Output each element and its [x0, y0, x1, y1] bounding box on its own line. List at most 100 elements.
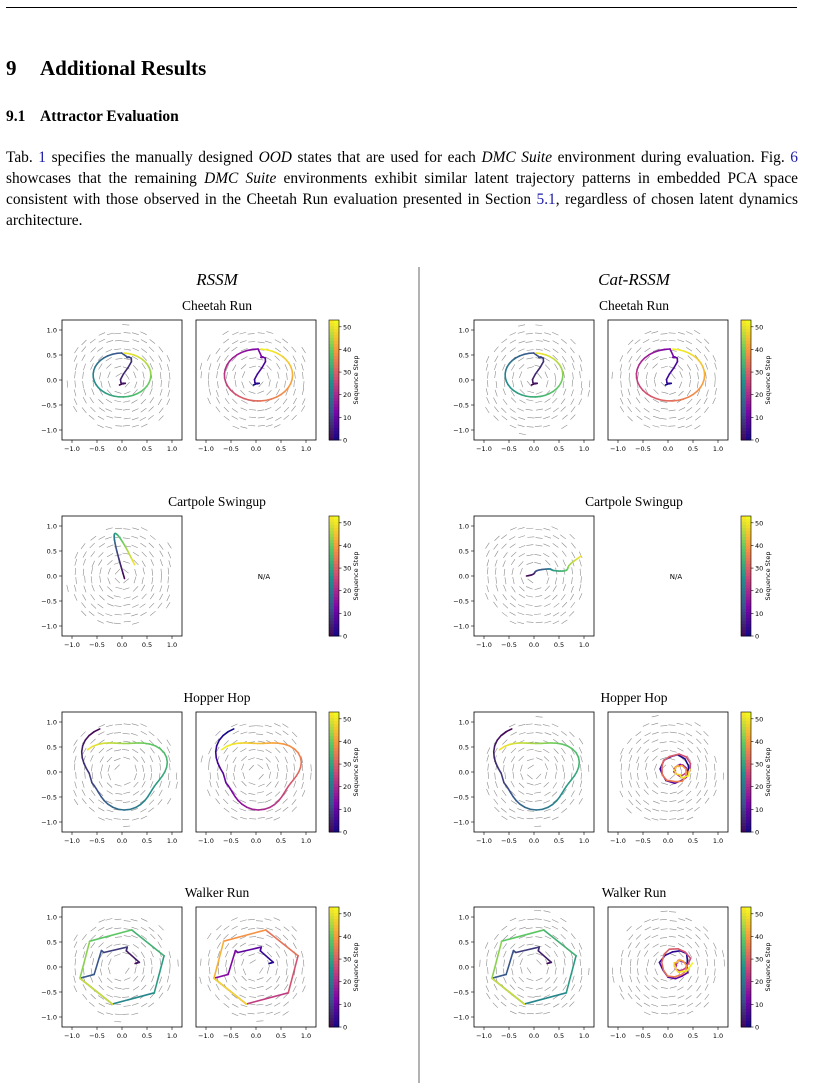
field-arrow: [635, 985, 641, 992]
colorbar-plasma-step: [746, 919, 751, 923]
colorbar-viridis-step: [329, 416, 334, 420]
field-arrow: [643, 415, 651, 420]
x-tick-label: 0.0: [251, 837, 261, 845]
field-arrow: [544, 977, 551, 983]
field-arrow: [106, 951, 112, 958]
colorbar-viridis-step: [329, 561, 334, 565]
field-arrow: [122, 340, 130, 342]
x-tick-label: −0.5: [223, 1032, 239, 1040]
colorbar-tick-label: 20: [343, 783, 351, 791]
field-arrow: [578, 746, 583, 754]
field-arrow: [105, 536, 112, 540]
colorbar-viridis-step: [741, 627, 746, 631]
field-arrow: [651, 818, 659, 821]
field-arrow: [534, 918, 542, 920]
field-arrow: [90, 942, 96, 949]
colorbar-viridis-step: [741, 428, 746, 432]
field-arrow: [562, 788, 567, 796]
field-arrow: [239, 723, 247, 727]
colorbar-viridis-step: [329, 350, 334, 354]
colorbar-viridis-step: [329, 615, 334, 619]
field-arrow: [167, 542, 172, 549]
field-arrow: [526, 554, 534, 557]
field-arrow: [99, 951, 104, 959]
field-arrow: [122, 587, 130, 591]
field-arrow: [166, 746, 171, 754]
field-arrow: [571, 567, 573, 575]
colorbar-plasma-step: [334, 522, 339, 526]
field-arrow: [629, 780, 632, 788]
field-arrow: [655, 771, 658, 779]
field-arrow: [544, 407, 552, 412]
colorbar-plasma-step: [746, 401, 751, 405]
cross-reference-link[interactable]: 1: [38, 149, 46, 166]
field-arrow: [199, 362, 203, 370]
field-arrow: [535, 528, 543, 531]
y-tick-label: −0.5: [41, 989, 57, 997]
field-arrow: [494, 355, 499, 362]
field-arrow: [669, 800, 677, 803]
field-arrow: [285, 968, 288, 976]
field-arrow: [249, 365, 257, 369]
field-arrow: [544, 371, 548, 379]
field-arrow: [256, 944, 264, 947]
colorbar-plasma-step: [746, 1006, 751, 1010]
field-arrow: [643, 424, 651, 428]
colorbar-plasma-step: [334, 949, 339, 953]
field-arrow: [503, 568, 506, 576]
colorbar-viridis-step: [329, 401, 334, 405]
colorbar-plasma-step: [334, 633, 339, 637]
field-arrow: [88, 797, 95, 804]
field-arrow: [113, 996, 121, 998]
colorbar-viridis-step: [741, 371, 746, 375]
field-arrow: [257, 749, 265, 752]
field-arrow: [520, 966, 523, 974]
field-arrow: [168, 780, 171, 788]
colorbar-plasma-step: [334, 1006, 339, 1010]
colorbar-plasma-step: [746, 531, 751, 535]
cross-reference-link[interactable]: 6: [790, 149, 798, 166]
colorbar-plasma-step: [334, 344, 339, 348]
field-arrow: [139, 748, 146, 754]
field-arrow: [571, 958, 574, 966]
field-arrow: [627, 993, 633, 1000]
field-arrow: [486, 959, 488, 967]
field-arrow: [149, 755, 154, 763]
field-arrow: [74, 584, 77, 592]
colorbar-viridis-step: [329, 344, 334, 348]
colorbar-viridis-step: [329, 919, 334, 923]
colorbar-tick-label: 10: [755, 414, 763, 422]
colorbar-plasma-step: [746, 790, 751, 794]
field-arrow: [570, 398, 575, 405]
field-arrow: [132, 622, 139, 625]
field-arrow: [98, 338, 106, 343]
field-arrow: [140, 790, 146, 796]
cross-reference-link[interactable]: 5.1: [536, 191, 556, 208]
field-arrow: [149, 610, 156, 616]
field-arrow: [668, 339, 676, 342]
field-arrow: [645, 967, 648, 975]
colorbar-viridis-step: [741, 362, 746, 366]
field-arrow: [140, 398, 147, 405]
field-arrow: [257, 341, 265, 344]
field-arrow: [90, 951, 94, 959]
colorbar-viridis-step: [741, 594, 746, 598]
field-arrow: [527, 953, 535, 956]
field-arrow: [493, 601, 498, 608]
field-arrow: [90, 993, 96, 1000]
field-arrow: [677, 943, 685, 948]
field-arrow: [265, 817, 273, 820]
colorbar-viridis-step: [329, 422, 334, 426]
colorbar-viridis-step: [741, 549, 746, 553]
colorbar-viridis-step: [741, 757, 746, 761]
field-arrow: [535, 324, 543, 326]
field-arrow: [98, 739, 105, 744]
field-arrow: [487, 967, 489, 975]
field-arrow: [678, 918, 686, 921]
trajectory-segment: [687, 768, 691, 777]
field-arrow: [687, 780, 692, 788]
colorbar-plasma-step: [334, 389, 339, 393]
field-arrow: [90, 746, 95, 753]
field-arrow: [149, 339, 156, 344]
